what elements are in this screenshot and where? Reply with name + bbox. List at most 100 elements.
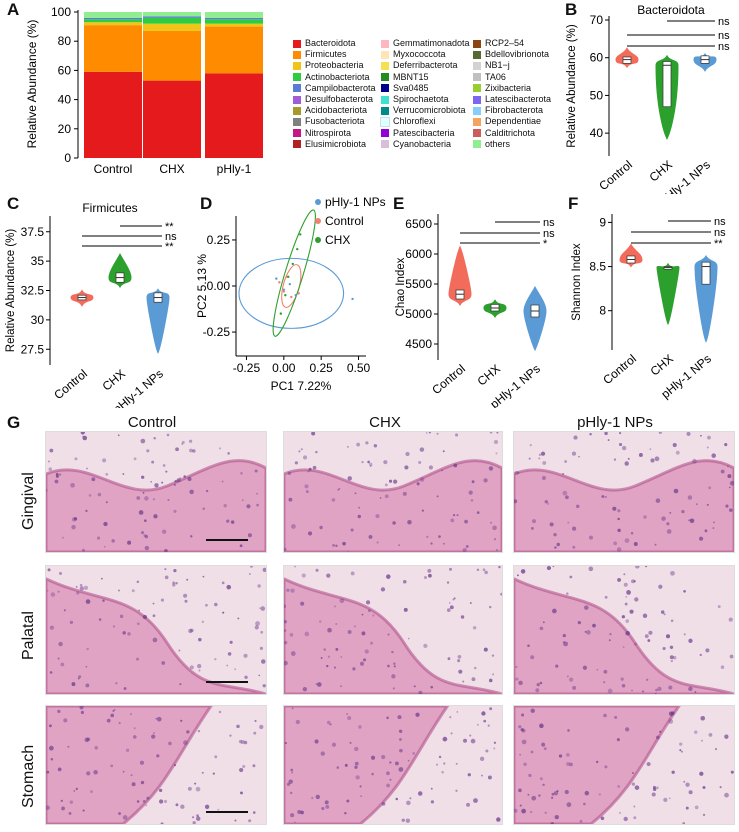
- legend-item: Patescibacteria: [381, 128, 470, 139]
- histology-nucleus: [547, 502, 550, 505]
- histology-nucleus: [392, 521, 396, 525]
- histology-nucleus: [143, 519, 147, 523]
- histology-nucleus: [359, 661, 365, 666]
- histology-nucleus: [186, 730, 190, 734]
- histology-nucleus: [638, 453, 643, 457]
- histology-nucleus: [689, 518, 695, 524]
- histology-nucleus: [418, 690, 423, 694]
- histology-nucleus: [344, 763, 348, 767]
- violin-chart-bacteroidota: Bacteroidota Relative Abundance (%) 40 50 60…: [566, 3, 730, 194]
- histology-nucleus: [315, 683, 318, 685]
- histology-nucleus: [530, 708, 535, 713]
- histology-nucleus: [624, 461, 629, 466]
- histology-nucleus: [521, 808, 526, 814]
- histology-nucleus: [647, 639, 651, 642]
- histology-nucleus: [68, 811, 72, 815]
- histology-nucleus: [152, 614, 156, 618]
- stacked-bar-segment: [205, 12, 263, 18]
- violin-xtick-label: CHX: [475, 362, 503, 389]
- histology-nucleus: [314, 739, 319, 744]
- histology-nucleus: [515, 665, 518, 669]
- histology-nucleus: [227, 452, 231, 455]
- histology-nucleus: [239, 767, 244, 773]
- histology-nucleus: [589, 432, 592, 436]
- histology-nucleus: [521, 739, 527, 745]
- pca-xtick-label: 0.50: [347, 361, 371, 375]
- histology-nucleus: [694, 730, 698, 734]
- legend-swatch: [381, 39, 389, 48]
- histology-nucleus: [311, 796, 314, 800]
- histology-nucleus: [428, 573, 432, 578]
- histology-nucleus: [140, 438, 146, 444]
- histology-nucleus: [527, 793, 530, 796]
- histology-nucleus: [530, 810, 533, 814]
- histology-nucleus: [686, 432, 691, 436]
- violin-title: Bacteroidota: [637, 3, 705, 17]
- histology-nucleus: [631, 771, 635, 775]
- histology-nucleus: [694, 691, 697, 693]
- histology-nucleus: [462, 680, 465, 683]
- histology-nucleus: [491, 654, 495, 657]
- legend-item: Bdellovibrionota: [473, 49, 551, 60]
- histology-nucleus: [368, 534, 373, 539]
- legend-label: Actinobacteriota: [305, 71, 370, 82]
- histology-nucleus: [230, 520, 235, 524]
- histology-nucleus: [125, 748, 130, 752]
- histology-nucleus: [430, 685, 434, 689]
- histology-nucleus: [173, 509, 177, 513]
- histology-nucleus: [700, 715, 706, 721]
- histology-nucleus: [202, 575, 205, 578]
- histology-nucleus: [720, 469, 725, 474]
- histology-nucleus: [190, 628, 194, 633]
- legend-label: Firmicutes: [305, 49, 347, 60]
- histology-nucleus: [562, 634, 566, 638]
- pca-point: [351, 297, 354, 301]
- histology-nucleus: [237, 617, 240, 620]
- histology-tissue: [46, 578, 266, 694]
- histology-nucleus: [730, 770, 734, 774]
- pca-ellipse-phly1: [238, 257, 345, 329]
- legend-item: Campilobacterota: [293, 83, 376, 94]
- histology-nucleus: [476, 511, 480, 515]
- histology-nucleus: [466, 802, 470, 807]
- histology-nucleus: [229, 640, 233, 644]
- histology-nucleus: [579, 819, 583, 823]
- histology-nucleus: [652, 785, 656, 789]
- histology-nucleus: [142, 799, 146, 803]
- histology-nucleus: [158, 788, 163, 793]
- histology-nucleus: [198, 669, 201, 672]
- histology-nucleus: [596, 668, 599, 671]
- histology-nucleus: [595, 760, 599, 764]
- histology-nucleus: [496, 432, 499, 434]
- stacked-legend-col-1: Bacteroidota Firmicutes Proteobacteria Acti…: [293, 38, 376, 150]
- histology-nucleus: [316, 682, 322, 687]
- histology-nucleus: [353, 625, 356, 628]
- histology-tissue-edge: [46, 459, 266, 552]
- histology-nucleus: [428, 465, 434, 470]
- histology-nucleus: [222, 611, 225, 614]
- histology-nucleus: [539, 681, 543, 685]
- histology-nucleus: [453, 597, 456, 600]
- histology-nucleus: [180, 804, 185, 809]
- histology-nucleus: [346, 799, 350, 803]
- histology-nucleus: [129, 713, 132, 716]
- histology-nucleus: [144, 496, 149, 501]
- histology-nucleus: [240, 472, 243, 475]
- histology-image-gingival-phly1: [513, 431, 735, 553]
- histology-nucleus: [86, 467, 88, 470]
- histology-nucleus: [458, 669, 463, 674]
- histology-nucleus: [706, 446, 709, 449]
- histology-nucleus: [156, 716, 162, 722]
- histology-nucleus: [489, 707, 493, 711]
- histology-nucleus: [681, 509, 685, 514]
- legend-swatch: [293, 61, 301, 70]
- histology-nucleus: [425, 432, 428, 434]
- stacked-bar-segment: [205, 19, 263, 24]
- histology-nucleus: [694, 805, 699, 810]
- histology-nucleus: [711, 453, 716, 458]
- histology-nucleus: [648, 630, 653, 635]
- histology-nucleus: [530, 750, 534, 754]
- histology-nucleus: [603, 713, 607, 718]
- histology-nucleus: [331, 742, 337, 747]
- histology-nucleus: [145, 804, 148, 807]
